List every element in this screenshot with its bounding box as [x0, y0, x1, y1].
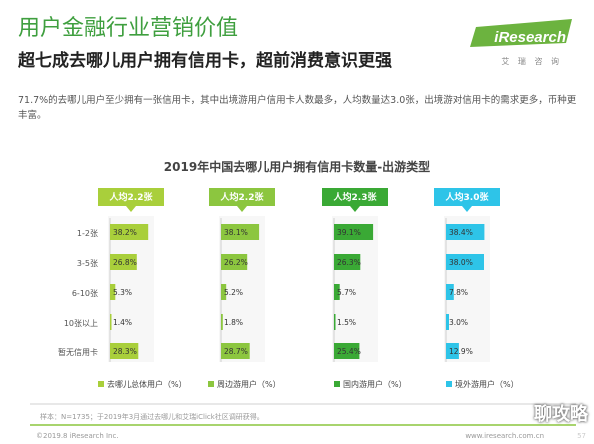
- legend-swatch: [446, 381, 452, 387]
- series-badge-label: 人均2.2张: [220, 191, 265, 203]
- brand-tagline: 艾 瑞 咨 询: [501, 57, 562, 66]
- bar: [110, 343, 139, 359]
- legend-swatch: [208, 381, 214, 387]
- bar: [110, 224, 149, 240]
- bar: [221, 343, 250, 359]
- series-badge: [209, 188, 275, 206]
- badge-arrow-icon: [237, 206, 247, 212]
- data-label: 26.3%: [337, 258, 361, 267]
- data-label: 1.5%: [337, 318, 356, 327]
- legend-label: 周边游用户（%）: [217, 379, 281, 389]
- bar: [446, 284, 454, 300]
- chart-title: 2019年中国去哪儿用户拥有信用卡数量-出游类型: [163, 160, 431, 174]
- page-title: 用户金融行业营销价值: [18, 16, 239, 41]
- page-number: 57: [577, 432, 586, 440]
- summary-text: 71.7%的去哪儿用户至少拥有一张信用卡，其中出境游用户信用卡人数最多，人均数量…: [18, 95, 577, 121]
- data-label: 26.8%: [113, 258, 137, 267]
- legend-swatch: [334, 381, 340, 387]
- bar: [334, 314, 336, 330]
- legend-label: 国内游用户（%）: [343, 379, 407, 389]
- data-label: 39.1%: [337, 228, 361, 237]
- data-label: 5.2%: [224, 288, 243, 297]
- iresearch-logo: [470, 19, 572, 47]
- data-label: 26.2%: [224, 258, 248, 267]
- site-url: www.iresearch.com.cn: [465, 432, 544, 440]
- legend-swatch: [98, 381, 104, 387]
- bar: [446, 343, 459, 359]
- data-label: 12.9%: [449, 347, 473, 356]
- bar: [334, 343, 360, 359]
- bar: [221, 314, 223, 330]
- series-badge-label: 人均2.3张: [333, 191, 378, 203]
- series-badge-label: 人均2.2张: [109, 191, 154, 203]
- bar: [110, 284, 116, 300]
- bar: [221, 224, 260, 240]
- category-label: 10张以上: [64, 319, 98, 328]
- series-badge: [434, 188, 500, 206]
- category-label: 6-10张: [72, 289, 98, 298]
- series-badge-label: 人均3.0张: [445, 191, 490, 203]
- bar: [110, 314, 112, 330]
- data-label: 28.3%: [113, 347, 137, 356]
- category-label: 1-2张: [77, 229, 98, 238]
- copyright: ©2019.8 iResearch Inc.: [36, 432, 119, 440]
- data-label: 1.8%: [224, 318, 243, 327]
- data-label: 5.3%: [113, 288, 132, 297]
- badge-arrow-icon: [126, 206, 136, 212]
- bar: [221, 284, 227, 300]
- bar: [446, 254, 484, 270]
- source-note: 样本：N=1735；于2019年3月通过去哪儿和艾瑞iClick社区调研获得。: [40, 413, 264, 421]
- column-background: [219, 216, 265, 362]
- bar: [334, 254, 361, 270]
- series-badge: [98, 188, 164, 206]
- bar: [334, 224, 374, 240]
- bar: [446, 224, 485, 240]
- watermark: 聊攻略: [534, 404, 588, 425]
- headline: 超七成去哪儿用户拥有信用卡，超前消费意识更强: [18, 51, 392, 71]
- data-label: 28.7%: [224, 347, 248, 356]
- data-label: 25.4%: [337, 347, 361, 356]
- data-label: 38.4%: [449, 228, 473, 237]
- brand-name: iResearch: [494, 29, 566, 46]
- data-label: 5.7%: [337, 288, 356, 297]
- badge-arrow-icon: [462, 206, 472, 212]
- data-label: 38.1%: [224, 228, 248, 237]
- data-label: 3.0%: [449, 318, 468, 327]
- category-label: 3-5张: [77, 259, 98, 268]
- badge-arrow-icon: [350, 206, 360, 212]
- category-label: 暂无信用卡: [58, 347, 98, 357]
- bar: [334, 284, 340, 300]
- data-label: 7.8%: [449, 288, 468, 297]
- bar: [221, 254, 248, 270]
- data-label: 1.4%: [113, 318, 132, 327]
- bar: [110, 254, 137, 270]
- legend-label: 去哪儿总体用户（%）: [107, 379, 187, 389]
- legend-label: 境外游用户（%）: [455, 379, 519, 389]
- column-background: [108, 216, 154, 362]
- series-badge: [322, 188, 388, 206]
- data-label: 38.2%: [113, 228, 137, 237]
- logo-banner-shape: [470, 19, 572, 47]
- data-label: 38.0%: [449, 258, 473, 267]
- bar: [446, 314, 449, 330]
